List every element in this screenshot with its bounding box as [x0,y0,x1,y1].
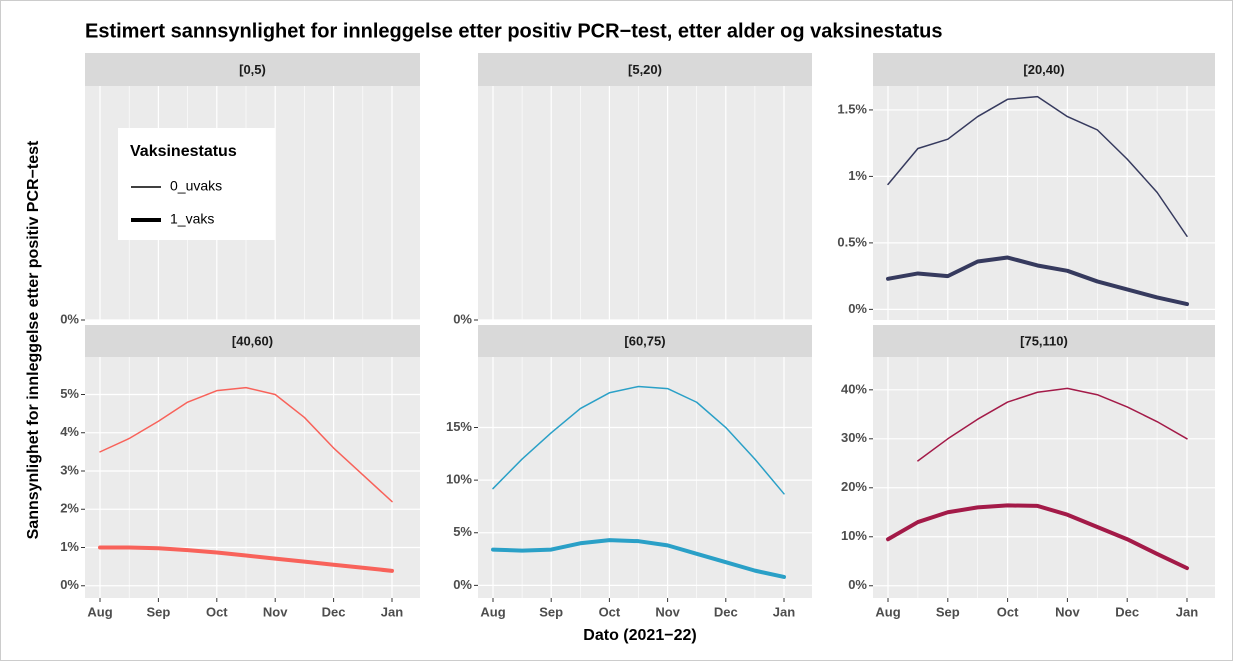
x-tick-label: Sep [146,604,170,619]
strip [478,325,812,357]
y-tick-label: 5% [453,524,472,539]
strip [873,53,1215,86]
y-tick-label: 0% [848,577,867,592]
data-line [98,545,394,573]
y-tick-label: 30% [841,430,867,445]
strip-label: [60,75) [624,333,665,348]
y-tick-label: 0% [453,577,472,592]
panel [478,86,812,320]
x-tick-label: Nov [1055,604,1080,619]
panel [873,357,1215,598]
y-tick-label: 1% [60,539,79,554]
chart-title: Estimert sannsynlighet for innleggelse e… [85,20,942,42]
y-tick-label: 2% [60,501,79,516]
x-tick-label: Jan [381,604,403,619]
y-tick-label: 10% [446,472,472,487]
x-tick-label: Sep [936,604,960,619]
x-tick-label: Aug [875,604,900,619]
x-tick-label: Nov [655,604,680,619]
y-tick-label: 0% [848,301,867,316]
legend-label: 0_uvaks [170,178,222,194]
data-line [917,387,1188,462]
y-axis-label: Sannsynlighet for innleggelse etter posi… [25,140,42,539]
data-line [886,503,1189,571]
y-tick-label: 4% [60,424,79,439]
x-tick-label: Jan [773,604,795,619]
x-tick-label: Aug [87,604,112,619]
strip-label: [75,110) [1020,333,1068,348]
x-tick-label: Aug [480,604,505,619]
x-tick-label: Nov [263,604,288,619]
y-tick-label: 0% [60,577,79,592]
y-tick-label: 3% [60,462,79,477]
x-tick-label: Dec [714,604,738,619]
y-tick-label: 10% [841,528,867,543]
x-tick-label: Dec [322,604,346,619]
y-tick-label: 1% [848,168,867,183]
panel [478,357,812,598]
strip-label: [0,5) [239,62,266,77]
strip [85,325,420,357]
x-tick-label: Oct [599,604,621,619]
panel [85,357,420,598]
x-tick-label: Oct [997,604,1019,619]
data-line [887,95,1188,237]
x-tick-label: Dec [1115,604,1139,619]
strip [85,53,420,86]
strip-label: [40,60) [232,333,273,348]
panel [873,86,1215,320]
strip-label: [20,40) [1023,62,1064,77]
y-tick-label: 15% [446,419,472,434]
strip [478,53,812,86]
y-tick-label: 1.5% [837,101,867,116]
legend: Vaksinestatus 0_uvaks 1_vaks [118,128,275,240]
strip-label: [5,20) [628,62,662,77]
data-line [886,255,1189,307]
data-line [99,386,393,503]
legend-label: 1_vaks [170,211,214,227]
y-tick-label: 5% [60,386,79,401]
x-axis-label: Dato (2021−22) [583,627,696,644]
data-line [492,385,785,495]
x-tick-label: Sep [539,604,563,619]
x-tick-label: Jan [1176,604,1198,619]
y-tick-label: 40% [841,381,867,396]
y-tick-label: 20% [841,479,867,494]
strip [873,325,1215,357]
legend-title: Vaksinestatus [130,143,237,160]
x-tick-label: Oct [206,604,228,619]
y-tick-label: 0% [60,311,79,326]
y-tick-label: 0% [453,311,472,326]
data-line [491,538,786,579]
y-tick-label: 0.5% [837,234,867,249]
